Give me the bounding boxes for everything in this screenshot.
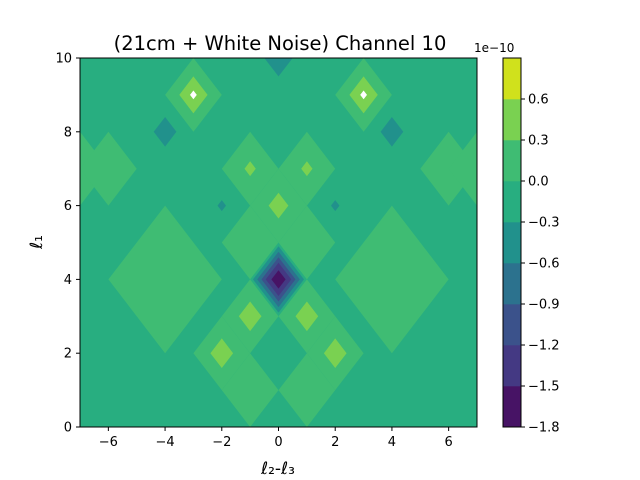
contour-region-25 <box>278 353 336 427</box>
colorbar-band-4 <box>503 222 521 264</box>
colorbar-multiplier: 1e−10 <box>474 41 514 55</box>
x-tick-label: −4 <box>155 435 174 450</box>
y-tick-label: 4 <box>64 273 72 288</box>
x-tick-label: 2 <box>331 435 339 450</box>
contour-region-7 <box>153 117 177 147</box>
contour-region-32 <box>238 301 262 332</box>
contour-region-18 <box>108 205 222 354</box>
x-tick-label: 6 <box>445 435 453 450</box>
y-tick-label: 10 <box>55 52 72 67</box>
contour-region-17 <box>278 205 336 280</box>
contour-region-26 <box>255 323 302 383</box>
contour-region-34 <box>210 338 234 368</box>
x-tick-label: −6 <box>99 435 118 450</box>
colorbar-tick-label: −1.2 <box>528 339 560 354</box>
y-axis: 0 2 4 6 8 10 <box>55 52 80 436</box>
colorbar-band-5 <box>503 181 521 223</box>
x-axis: −6 −4 −2 0 2 4 6 <box>99 427 453 450</box>
colorbar-tick-label: −1.5 <box>528 380 560 395</box>
contour-region-27 <box>244 161 256 177</box>
contour-region-6 <box>264 58 293 77</box>
contour-region-30 <box>217 200 226 212</box>
colorbar-band-3 <box>503 263 521 305</box>
contour-region-12 <box>448 131 477 206</box>
contour-region-2 <box>190 90 197 100</box>
contour-region-16 <box>221 205 279 280</box>
chart-title: (21cm + White Noise) Channel 10 <box>114 32 447 55</box>
contour-region-28 <box>301 161 313 177</box>
y-tick-label: 2 <box>64 347 72 362</box>
y-tick-label: 6 <box>64 199 72 214</box>
colorbar-tick-label: 0.6 <box>528 93 549 108</box>
colorbar-tick-label: −0.3 <box>528 216 560 231</box>
colorbar-tick-label: −1.8 <box>528 421 560 436</box>
colorbar-tick-label: 0.0 <box>528 175 549 190</box>
y-tick-label: 0 <box>64 421 72 436</box>
contour-region-31 <box>331 200 340 212</box>
contour-region-29 <box>268 192 289 219</box>
colorbar-band-7 <box>503 99 521 141</box>
contour-region-5 <box>360 90 367 100</box>
colorbar-band-1 <box>503 345 521 387</box>
contour-region-40 <box>271 270 286 289</box>
contour-region-10 <box>80 131 137 206</box>
contour-region-8 <box>380 117 404 147</box>
colorbar-band-6 <box>503 140 521 182</box>
y-axis-label: ℓ₁ <box>27 235 47 250</box>
colorbar-tick-label: 0.3 <box>528 134 549 149</box>
contour-region-19 <box>335 205 449 354</box>
contour-region-35 <box>323 338 347 368</box>
colorbar: −1.8 −1.5 −1.2 −0.9 −0.6 −0.3 0.0 0.3 0.6 <box>503 58 560 436</box>
y-tick-label: 8 <box>64 125 72 140</box>
colorbar-band-0 <box>503 386 521 428</box>
colorbar-tick-label: −0.9 <box>528 298 560 313</box>
colorbar-frame <box>502 57 522 428</box>
contour-region-24 <box>221 353 279 427</box>
x-tick-label: 0 <box>274 435 282 450</box>
contour-region-33 <box>295 301 319 332</box>
colorbar-band-8 <box>503 58 521 100</box>
x-tick-label: −2 <box>212 435 231 450</box>
colorbar-band-2 <box>503 304 521 346</box>
x-tick-label: 4 <box>388 435 396 450</box>
plot-area <box>80 58 477 427</box>
colorbar-tick-label: −0.6 <box>528 257 560 272</box>
x-axis-label: ℓ₂-ℓ₃ <box>260 459 295 479</box>
